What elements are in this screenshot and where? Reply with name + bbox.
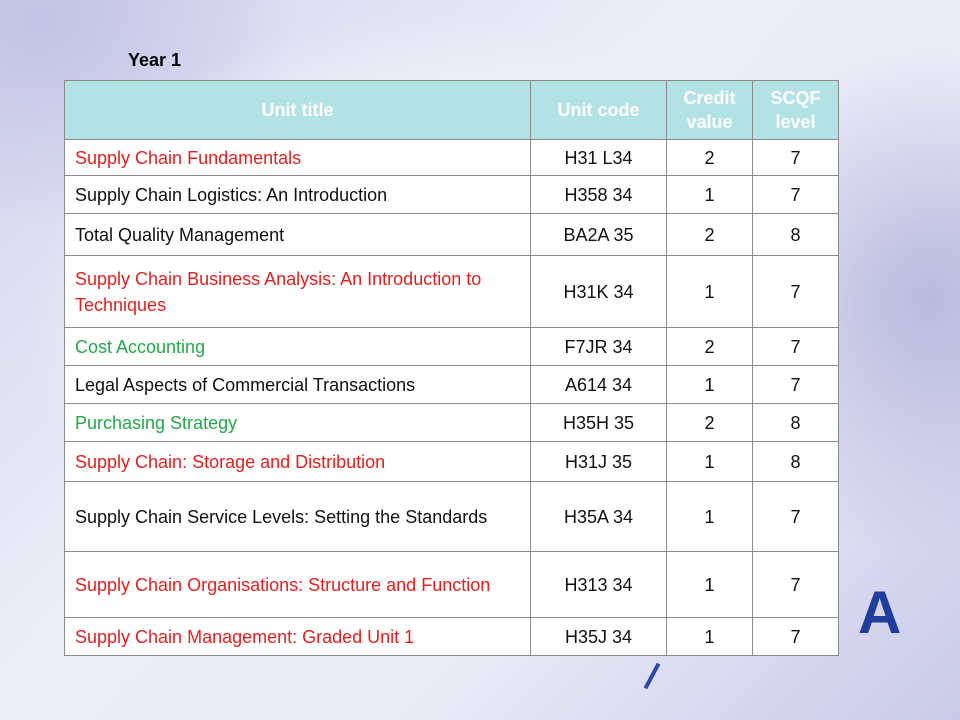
table-row: Supply Chain Management: Graded Unit 1 H… xyxy=(64,617,839,656)
unit-code-cell: H313 34 xyxy=(530,551,667,618)
background-slash-mark xyxy=(643,662,661,690)
scqf-level-cell: 7 xyxy=(752,365,839,404)
scqf-level-cell: 7 xyxy=(752,617,839,656)
scqf-level-cell: 7 xyxy=(752,481,839,552)
unit-title-cell: Supply Chain Fundamentals xyxy=(64,139,531,176)
header-scqf-level: SCQF level xyxy=(752,80,839,140)
unit-title-cell: Purchasing Strategy xyxy=(64,403,531,442)
header-credit-value: Credit value xyxy=(666,80,753,140)
unit-title-cell: Legal Aspects of Commercial Transactions xyxy=(64,365,531,404)
table-row: Legal Aspects of Commercial Transactions… xyxy=(64,365,839,404)
table-row: Cost Accounting F7JR 34 2 7 xyxy=(64,327,839,366)
credit-value-cell: 2 xyxy=(666,327,753,366)
background-logo-fragment: A xyxy=(858,579,901,646)
unit-title-cell: Total Quality Management xyxy=(64,213,531,256)
unit-title-cell: Supply Chain Service Levels: Setting the… xyxy=(64,481,531,552)
unit-code-cell: H31 L34 xyxy=(530,139,667,176)
table-row: Supply Chain Business Analysis: An Intro… xyxy=(64,255,839,328)
unit-code-cell: H31K 34 xyxy=(530,255,667,328)
table-row: Supply Chain Organisations: Structure an… xyxy=(64,551,839,618)
unit-code-cell: F7JR 34 xyxy=(530,327,667,366)
table-header-row: Unit title Unit code Credit value SCQF l… xyxy=(64,80,839,140)
credit-value-cell: 1 xyxy=(666,365,753,404)
units-table: Unit title Unit code Credit value SCQF l… xyxy=(64,80,839,656)
credit-value-cell: 1 xyxy=(666,255,753,328)
unit-code-cell: H35A 34 xyxy=(530,481,667,552)
credit-value-cell: 1 xyxy=(666,617,753,656)
unit-code-cell: H35H 35 xyxy=(530,403,667,442)
unit-title-cell: Supply Chain Logistics: An Introduction xyxy=(64,175,531,214)
scqf-level-cell: 7 xyxy=(752,551,839,618)
unit-title-cell: Supply Chain: Storage and Distribution xyxy=(64,441,531,482)
table-row: Supply Chain: Storage and Distribution H… xyxy=(64,441,839,482)
unit-title-cell: Cost Accounting xyxy=(64,327,531,366)
credit-value-cell: 1 xyxy=(666,441,753,482)
unit-code-cell: H358 34 xyxy=(530,175,667,214)
credit-value-cell: 1 xyxy=(666,551,753,618)
table-row: Supply Chain Logistics: An Introduction … xyxy=(64,175,839,214)
table-row: Total Quality Management BA2A 35 2 8 xyxy=(64,213,839,256)
scqf-level-cell: 7 xyxy=(752,175,839,214)
credit-value-cell: 2 xyxy=(666,403,753,442)
credit-value-cell: 1 xyxy=(666,481,753,552)
unit-code-cell: H35J 34 xyxy=(530,617,667,656)
unit-title-cell: Supply Chain Management: Graded Unit 1 xyxy=(64,617,531,656)
scqf-level-cell: 8 xyxy=(752,403,839,442)
scqf-level-cell: 7 xyxy=(752,255,839,328)
table-row: Supply Chain Fundamentals H31 L34 2 7 xyxy=(64,139,839,176)
scqf-level-cell: 8 xyxy=(752,213,839,256)
credit-value-cell: 2 xyxy=(666,213,753,256)
credit-value-cell: 1 xyxy=(666,175,753,214)
unit-code-cell: A614 34 xyxy=(530,365,667,404)
scqf-level-cell: 8 xyxy=(752,441,839,482)
scqf-level-cell: 7 xyxy=(752,139,839,176)
credit-value-cell: 2 xyxy=(666,139,753,176)
header-unit-title: Unit title xyxy=(64,80,531,140)
unit-title-cell: Supply Chain Organisations: Structure an… xyxy=(64,551,531,618)
unit-code-cell: H31J 35 xyxy=(530,441,667,482)
scqf-level-cell: 7 xyxy=(752,327,839,366)
unit-title-cell: Supply Chain Business Analysis: An Intro… xyxy=(64,255,531,328)
table-row: Supply Chain Service Levels: Setting the… xyxy=(64,481,839,552)
header-unit-code: Unit code xyxy=(530,80,667,140)
year-label: Year 1 xyxy=(128,50,182,70)
table-row: Purchasing Strategy H35H 35 2 8 xyxy=(64,403,839,442)
unit-code-cell: BA2A 35 xyxy=(530,213,667,256)
